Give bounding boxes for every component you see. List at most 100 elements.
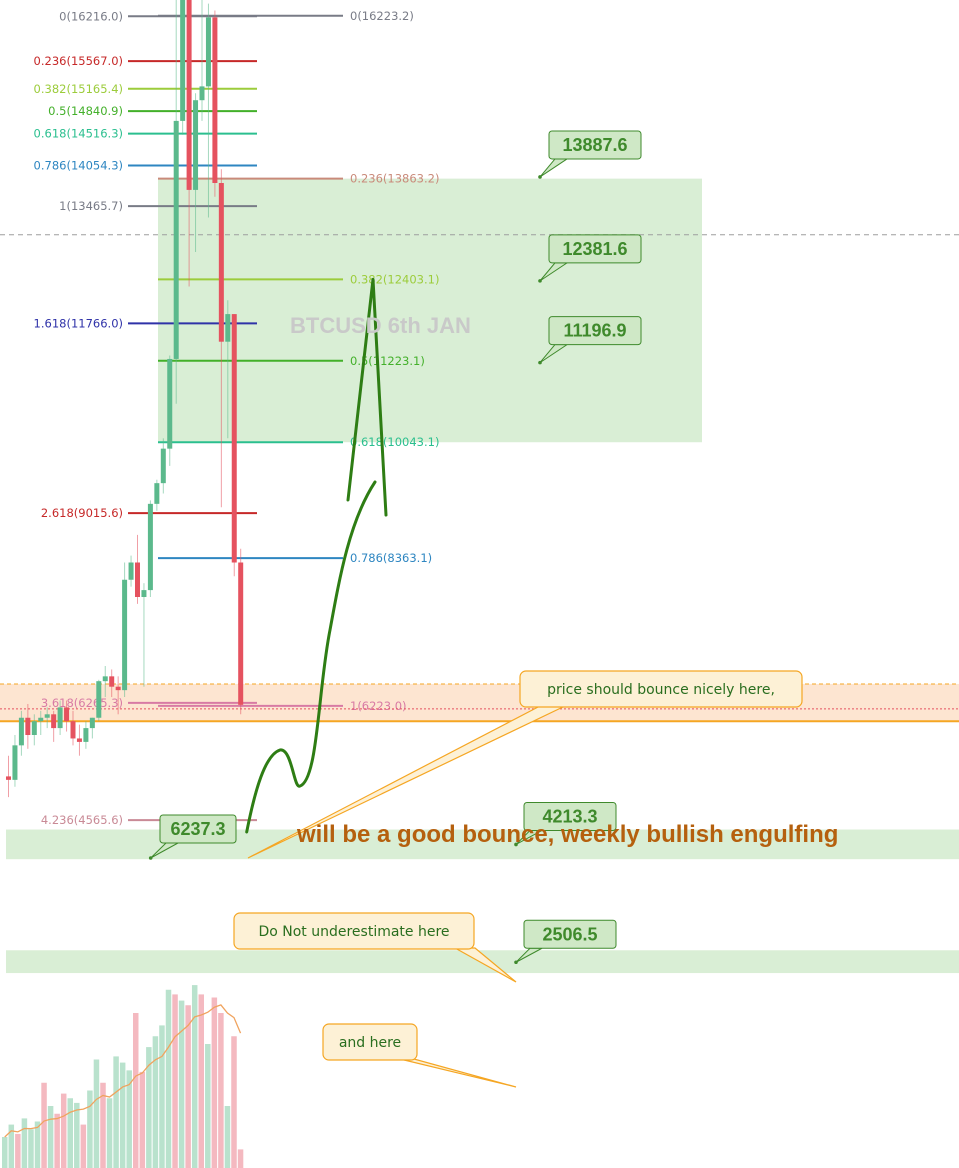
- volume-bar: [224, 1106, 231, 1168]
- candle-body: [57, 707, 63, 729]
- note-balloon-pointer: [399, 1058, 517, 1088]
- price-callout-label: 12381.6: [562, 239, 627, 259]
- volume-bar: [205, 1044, 211, 1168]
- volume-bar: [146, 1047, 152, 1168]
- price-callout-box: [523, 801, 617, 831]
- volume-bar: [2, 1137, 8, 1168]
- volume-bar: [87, 1090, 93, 1168]
- volume-bar: [74, 1102, 80, 1168]
- note-balloon-label: price should bounce nicely here,: [547, 682, 775, 698]
- volume-bar: [60, 1093, 67, 1168]
- candle-body: [122, 579, 128, 691]
- price-callout-label: 4213.3: [542, 806, 597, 826]
- zone-0: [158, 178, 702, 443]
- note-balloon-box: [233, 912, 475, 950]
- volume-bar: [80, 1124, 87, 1168]
- price-callout-label: 11196.9: [563, 321, 626, 341]
- volume-bar: [15, 1133, 21, 1168]
- volume-bar: [133, 1013, 139, 1168]
- candle-body: [180, 0, 186, 121]
- price-callout-label: 6237.3: [170, 819, 225, 839]
- candle-body: [225, 314, 231, 342]
- reference-lines-layer: [0, 234, 959, 710]
- price-callout-label: 2506.5: [542, 924, 597, 944]
- price-callout-anchor: [514, 842, 518, 847]
- candle-body: [89, 717, 95, 729]
- candle-body: [6, 776, 11, 780]
- candle-body: [147, 503, 153, 591]
- candle-body: [44, 714, 50, 718]
- volume-bar: [34, 1121, 41, 1168]
- price-callout-label: 13887.6: [562, 135, 627, 155]
- price-callout-anchor: [538, 175, 542, 179]
- volume-bar: [126, 1070, 132, 1168]
- projection-arrow-head: [346, 277, 388, 517]
- chart-title: BTCUSD 6th JAN: [290, 313, 471, 338]
- price-callout-pointer: [539, 158, 569, 178]
- volume-bar: [119, 1062, 126, 1168]
- candle-body: [199, 86, 205, 101]
- volume-bar: [113, 1056, 119, 1168]
- volume-bar: [198, 994, 204, 1168]
- fib-left-label: 0.618(14516.3): [34, 127, 123, 141]
- fib-right-label: 0.618(10043.1): [350, 435, 439, 449]
- price-callout-anchor: [538, 279, 542, 283]
- candle-body: [238, 562, 244, 705]
- zones-layer: [0, 178, 959, 974]
- fib-left-label: 1(13465.7): [59, 199, 123, 213]
- fib-left-label: 0.382(15165.4): [34, 82, 123, 96]
- note-balloon-label: and here: [339, 1035, 401, 1051]
- fib-right-label: 0.5(11223.1): [350, 354, 425, 368]
- candle-body: [83, 728, 89, 742]
- fib-left-label: 2.618(9015.6): [41, 506, 123, 520]
- volume-bar: [218, 1013, 224, 1168]
- price-callout-box: [159, 814, 237, 844]
- fib-right-label: 1(6223.0): [350, 699, 407, 713]
- price-callout-box: [523, 919, 617, 949]
- volume-bar: [28, 1129, 34, 1168]
- candle-body: [12, 745, 18, 780]
- candle-body: [167, 358, 173, 449]
- volume-bar: [139, 1071, 146, 1168]
- volume-moving-average: [4, 1004, 242, 1138]
- price-callout-anchor: [538, 360, 542, 365]
- volume-bar: [159, 1025, 165, 1168]
- candle-body: [115, 686, 121, 691]
- candle-body: [193, 100, 199, 190]
- volume-bar: [8, 1124, 15, 1168]
- volume-bar: [67, 1098, 73, 1168]
- candle-body: [205, 17, 211, 87]
- volume-bar: [47, 1106, 54, 1168]
- candle-body: [38, 717, 44, 722]
- candle-body: [109, 676, 115, 687]
- volume-bar: [165, 989, 172, 1168]
- volume-bar: [185, 1005, 191, 1168]
- price-callout-anchor: [514, 960, 518, 965]
- candle-body: [64, 707, 70, 722]
- volume-bar: [237, 1149, 244, 1168]
- candle-body: [218, 183, 224, 342]
- candle-body: [141, 590, 147, 597]
- candle-body: [25, 717, 31, 735]
- candle-body: [76, 738, 82, 742]
- note-large: will be a good bounce, weekly bullish en…: [296, 821, 838, 848]
- fib-left-label: 0.5(14840.9): [48, 104, 123, 118]
- volume-bar: [41, 1082, 47, 1168]
- candle-body: [231, 314, 237, 563]
- volume-bar: [106, 1098, 113, 1168]
- notes-layer: price should bounce nicely here, will be …: [233, 670, 838, 1088]
- volume-bar: [93, 1059, 100, 1168]
- volume-bar: [211, 997, 218, 1168]
- fib-right-label: 0.236(13863.2): [350, 172, 439, 186]
- note-balloon-box: [519, 670, 803, 708]
- candle-body: [128, 562, 134, 580]
- fib-left-label: 0.236(15567.0): [34, 54, 123, 68]
- candle-body: [51, 714, 57, 729]
- volume-bar: [191, 985, 198, 1168]
- candle-body: [212, 17, 218, 184]
- price-callout-box: [548, 130, 642, 160]
- candle-body: [31, 721, 37, 735]
- fib-right-label: 0(16223.2): [350, 9, 414, 23]
- volume-layer: [2, 985, 244, 1168]
